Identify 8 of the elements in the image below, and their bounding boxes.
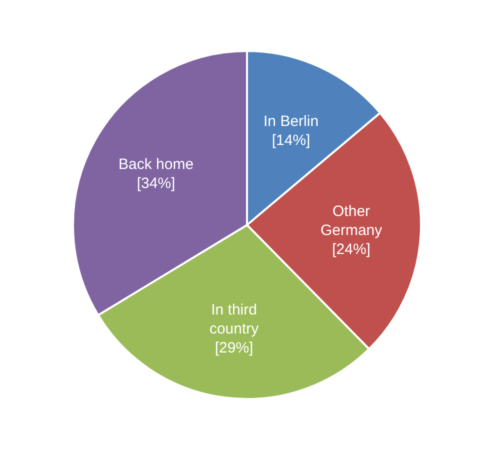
slice-label: In Berlin (264, 112, 319, 130)
data-label: [29%] (214, 339, 254, 356)
slice-label: Other Germany (320, 202, 383, 238)
data-label: [24%] (332, 240, 370, 258)
data-label: [14%] (272, 131, 310, 148)
slice-label: Back home (118, 156, 194, 173)
data-label: [34%] (136, 174, 176, 192)
slice-label: In third country (209, 301, 260, 338)
